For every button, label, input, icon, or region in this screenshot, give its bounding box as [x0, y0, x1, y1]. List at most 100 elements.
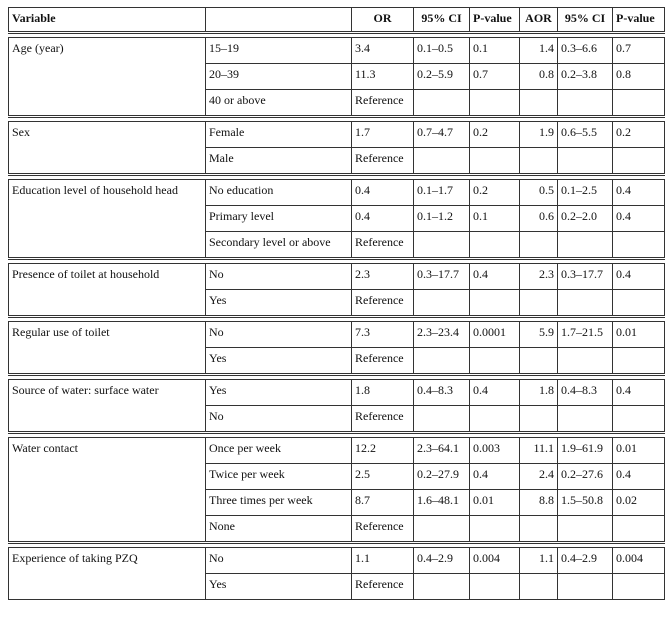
- level-cell: No education: [205, 179, 352, 206]
- value-cell: [413, 515, 470, 543]
- header-row: Variable OR 95% CI P-value AOR 95% CI P-…: [8, 7, 665, 33]
- level-cell: 20–39: [205, 63, 352, 90]
- value-cell: 0.01: [612, 321, 665, 348]
- value-cell: 5.9: [519, 321, 558, 348]
- value-cell: 0.7: [612, 37, 665, 64]
- level-cell: None: [205, 515, 352, 543]
- level-cell: No: [205, 547, 352, 574]
- level-cell: Yes: [205, 379, 352, 406]
- value-cell: 2.5: [351, 463, 414, 490]
- value-cell: 0.4: [612, 179, 665, 206]
- level-cell: Twice per week: [205, 463, 352, 490]
- value-cell: 1.8: [519, 379, 558, 406]
- value-cell: 2.3–64.1: [413, 437, 470, 464]
- value-cell: [469, 405, 520, 433]
- value-cell: 0.2–27.6: [557, 463, 613, 490]
- value-cell: 11.3: [351, 63, 414, 90]
- value-cell: [519, 405, 558, 433]
- value-cell: 0.4–8.3: [413, 379, 470, 406]
- value-cell: 0.3–17.7: [413, 263, 470, 290]
- value-cell: 1.8: [351, 379, 414, 406]
- value-cell: [612, 289, 665, 317]
- value-cell: [519, 347, 558, 375]
- data-row: Age (year) 15–19 3.4 0.1–0.5 0.1 1.4 0.3–6.6 0.…: [8, 37, 665, 117]
- value-cell: 0.8: [612, 63, 665, 90]
- value-cell: 0.3–6.6: [557, 37, 613, 64]
- value-cell: [413, 405, 470, 433]
- data-row: Presence of toilet at household No 2.3 0.3–…: [8, 263, 665, 317]
- value-cell: 0.01: [612, 437, 665, 464]
- value-cell: 3.4: [351, 37, 414, 64]
- value-cell: 0.4: [351, 205, 414, 232]
- variable-cell: Regular use of toilet: [8, 321, 206, 375]
- value-cell: [612, 347, 665, 375]
- value-cell: 1.7–21.5: [557, 321, 613, 348]
- value-cell: 0.4: [612, 205, 665, 232]
- value-cell: 0.5: [519, 179, 558, 206]
- value-cell: 12.2: [351, 437, 414, 464]
- value-cell: [557, 515, 613, 543]
- value-cell: [557, 147, 613, 175]
- variable-cell: Source of water: surface water: [8, 379, 206, 433]
- header-cell: 95% CI: [413, 7, 470, 33]
- value-cell: [557, 347, 613, 375]
- value-cell: 0.2–3.8: [557, 63, 613, 90]
- value-cell: 0.01: [469, 489, 520, 516]
- value-cell: 0.4: [469, 263, 520, 290]
- value-cell: [557, 573, 613, 600]
- data-row: Three times per week 8.7 1.6–48.1 0.01 8.8 1.…: [9, 489, 665, 516]
- value-cell: [612, 515, 665, 543]
- value-cell: [413, 147, 470, 175]
- table-container: Variable OR 95% CI P-value AOR 95% CI P-…: [8, 7, 665, 600]
- data-row: Experience of taking PZQ No 1.1 0.4–2.9 0.00…: [8, 547, 665, 600]
- variable-cell: Sex: [8, 121, 206, 175]
- value-cell: 1.5–50.8: [557, 489, 613, 516]
- header-cell: OR: [351, 7, 414, 33]
- data-row: Sex Female 1.7 0.7–4.7 0.2 1.9 0.6–5.5 0.2: [8, 121, 665, 175]
- value-cell: 0.3–17.7: [557, 263, 613, 290]
- value-cell: 1.4: [519, 37, 558, 64]
- value-cell: 0.4–2.9: [413, 547, 470, 574]
- data-row: Regular use of toilet No 7.3 2.3–23.4 0.0001…: [8, 321, 665, 375]
- value-cell: 0.0001: [469, 321, 520, 348]
- value-cell: 1.9: [519, 121, 558, 148]
- value-cell: 0.4: [351, 179, 414, 206]
- value-cell: [469, 147, 520, 175]
- table-body: Age (year) 15–19 3.4 0.1–0.5 0.1 1.4 0.3–6.6 0.…: [8, 31, 665, 600]
- level-cell: No: [205, 263, 352, 290]
- value-cell: [469, 89, 520, 117]
- value-cell: 0.1: [469, 205, 520, 232]
- value-cell: 0.2: [612, 121, 665, 148]
- level-cell: 15–19: [205, 37, 352, 64]
- value-cell: [612, 89, 665, 117]
- data-row: Source of water: surface water Yes 1.8 0.4–…: [8, 379, 665, 433]
- value-cell: 8.8: [519, 489, 558, 516]
- value-cell: 0.4: [612, 379, 665, 406]
- value-cell: 0.7–4.7: [413, 121, 470, 148]
- header-cell: [205, 7, 352, 33]
- value-cell: 0.4: [612, 263, 665, 290]
- results-table: Variable OR 95% CI P-value AOR 95% CI P-…: [8, 7, 665, 600]
- value-cell: 11.1: [519, 437, 558, 464]
- level-cell: Female: [205, 121, 352, 148]
- level-cell: Three times per week: [205, 489, 352, 516]
- value-cell: [469, 347, 520, 375]
- value-cell: 1.1: [519, 547, 558, 574]
- value-cell: 0.8: [519, 63, 558, 90]
- value-cell: [469, 289, 520, 317]
- value-cell: [612, 405, 665, 433]
- variable-cell: Age (year): [8, 37, 206, 117]
- value-cell: 2.3: [351, 263, 414, 290]
- value-cell: [413, 573, 470, 600]
- data-row: Water contact Once per week 12.2 2.3–64.1 0.…: [8, 437, 665, 543]
- level-cell: Yes: [205, 289, 352, 317]
- data-row: Yes Reference: [9, 573, 665, 600]
- value-cell: 1.9–61.9: [557, 437, 613, 464]
- variable-cell: Experience of taking PZQ: [8, 547, 206, 600]
- value-cell: 2.4: [519, 463, 558, 490]
- data-row: Secondary level or above Reference: [9, 231, 665, 259]
- variable-cell: Water contact: [8, 437, 206, 543]
- level-cell: Primary level: [205, 205, 352, 232]
- value-cell: 0.2: [469, 179, 520, 206]
- value-cell: [413, 89, 470, 117]
